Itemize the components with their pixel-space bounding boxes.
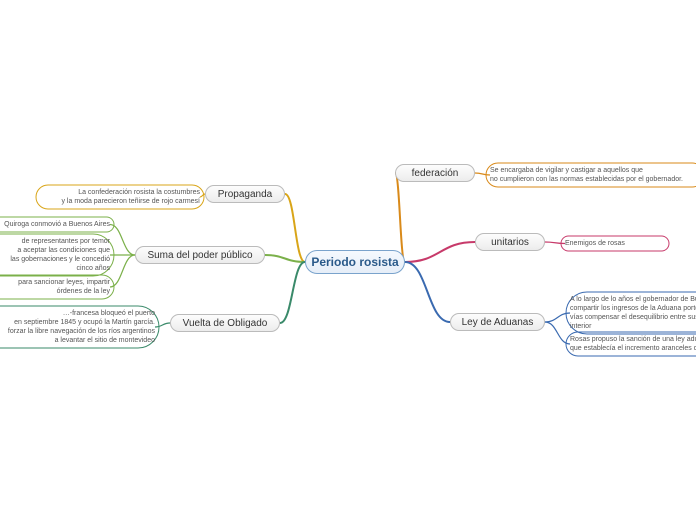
propaganda-node[interactable]: Propaganda — [205, 185, 285, 203]
federacion-node[interactable]: federación — [395, 164, 475, 182]
leaf-text: Enemigos de rosas — [565, 239, 665, 248]
vuelta-node[interactable]: Vuelta de Obligado — [170, 314, 280, 332]
leaf-text: A lo largo de lo años el gobernador de B… — [570, 295, 696, 331]
leaf-text: Quiroga conmovió a Buenos Aires — [0, 220, 110, 229]
leaf-text: para sancionar leyes, impartirórdenes de… — [0, 278, 110, 296]
leaf-text: La confederación rosista la costumbresy … — [40, 188, 200, 206]
aduanas-node[interactable]: Ley de Aduanas — [450, 313, 545, 331]
unitarios-node[interactable]: unitarios — [475, 233, 545, 251]
leaf-text: de representantes por temora aceptar las… — [0, 237, 110, 273]
root-node[interactable]: Periodo rosista — [305, 250, 405, 274]
leaf-text: Se encargaba de vigilar y castigar a aqu… — [490, 166, 696, 184]
suma-node[interactable]: Suma del poder público — [135, 246, 265, 264]
leaf-text: …-francesa bloqueó el puertoen septiembr… — [0, 309, 155, 345]
leaf-text: Rosas propuso la sanción de una ley adua… — [570, 335, 696, 353]
